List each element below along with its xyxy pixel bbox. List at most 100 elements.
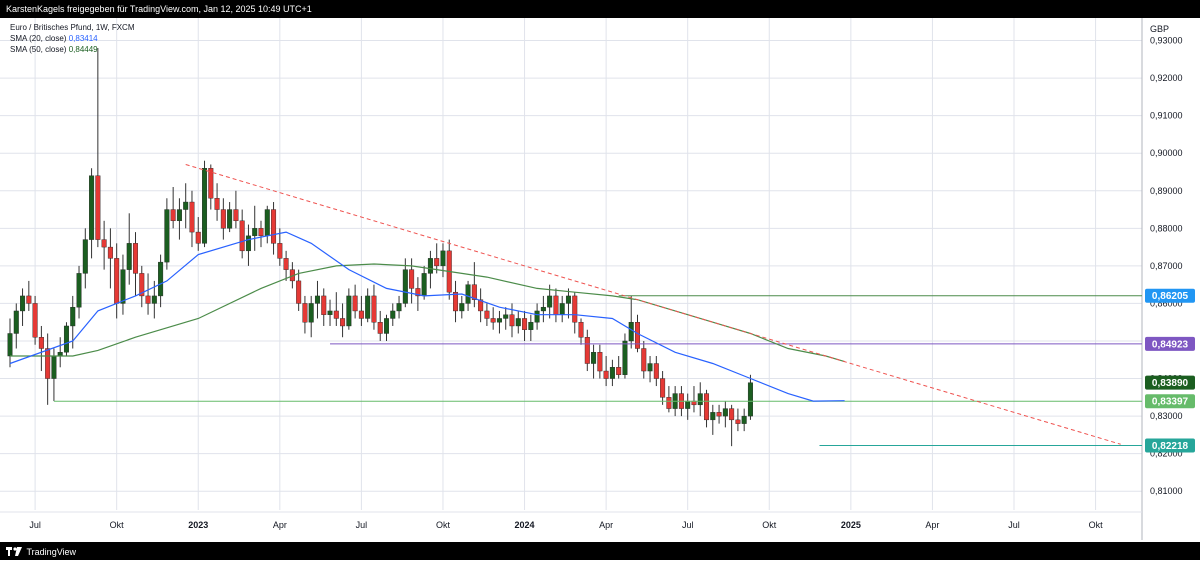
time-axis[interactable]: Jul Okt 2023 Apr Jul Okt 2024 Apr Jul Okt 2025 Apr J… [29,520,1103,530]
candle-down [114,258,120,304]
last-price-label: 0,83890 [1145,375,1195,390]
candle-down [716,412,722,417]
candle-down [735,419,741,424]
candle-up [503,314,509,319]
candle-down [704,393,710,421]
candle-up [609,367,615,379]
candle-down [358,310,364,319]
candle-up [63,325,69,353]
candle-down [415,288,421,297]
candle-down [45,348,51,379]
price-label-box [1145,394,1195,409]
candlestick-series [7,48,753,447]
candle-down [107,246,113,259]
y-tick-label: 0,93000 [1150,36,1183,46]
candle-up [176,209,182,222]
candle-down [352,295,358,312]
candle-down [340,318,346,327]
x-tick-label: Apr [273,520,287,530]
sma20-label: SMA (20, close) [10,34,67,43]
candle-up [308,303,314,323]
candle-down [666,397,672,409]
candle-up [402,269,408,304]
candle-down [38,337,44,349]
y-tick-label: 0,82000 [1150,449,1183,459]
sma20-legend: SMA (20, close) 0,83414 [10,33,134,44]
candle-down [233,209,239,222]
candle-down [635,322,641,349]
candle-up [76,273,82,308]
candle-up [528,322,534,330]
x-tick-label: Okt [762,520,777,530]
price-axis[interactable]: 0,810000,820000,830000,840000,850000,860… [1150,24,1183,496]
candle-down [409,269,415,289]
descending-trendline [185,163,1121,445]
candle-down [377,322,383,334]
price-label-text: 0,82218 [1152,441,1189,452]
candle-up [202,168,208,244]
attribution-bar: KarstenKagels freigegeben für TradingVie… [0,0,1200,18]
candle-down [616,367,622,375]
candle-up [685,400,691,409]
symbol-title: Euro / Britisches Pfund, 1W, FXCM [10,23,135,32]
candle-up [722,408,728,417]
candle-down [572,295,578,323]
candle-up [51,355,57,379]
sma50-legend: SMA (50, close) 0,84449 [10,44,134,55]
candle-up [245,235,251,252]
level-price-label: 0,86205 [1145,288,1195,303]
candle-down [478,299,484,312]
candle-down [660,378,666,398]
x-tick-label: Okt [1089,520,1104,530]
candle-down [653,363,659,379]
candle-up [622,340,628,375]
candle-up [7,333,13,357]
candle-up [151,295,157,304]
price-labels: 0,83397 0,84923 0,86205 0,82218 0,83890 [1145,288,1195,453]
candle-up [559,303,565,315]
sma20-value: 0,83414 [68,34,98,43]
chart-grid [0,18,1143,540]
y-tick-label: 0,92000 [1150,73,1183,83]
candle-down [95,175,101,240]
candle-down [584,337,590,364]
candle-up [314,295,320,304]
x-tick-label: 2024 [515,520,535,530]
y-tick-label: 0,89000 [1150,186,1183,196]
y-tick-label: 0,81000 [1150,486,1183,496]
y-tick-label: 0,87000 [1150,261,1183,271]
y-tick-label: 0,91000 [1150,111,1183,121]
candle-down [302,303,308,323]
candle-up [346,295,352,327]
price-label-text: 0,84923 [1152,339,1189,350]
x-tick-label: Apr [925,520,939,530]
candle-up [20,295,26,312]
candle-down [258,228,264,237]
price-label-text: 0,83890 [1152,378,1189,389]
candle-down [101,239,107,248]
candle-up [82,239,88,274]
candle-up [390,310,396,319]
candle-up [126,243,132,270]
candle-down [296,280,302,304]
footer-bar: TradingView [0,542,1200,560]
x-tick-label: 2025 [841,520,861,530]
price-label-box [1145,336,1195,351]
x-tick-label: Okt [436,520,451,530]
candle-up [515,318,521,327]
candle-up [365,295,371,319]
candle-up [427,258,433,274]
candle-down [26,295,32,304]
candle-down [603,370,609,379]
y-tick-label: 0,88000 [1150,223,1183,233]
candle-up [534,310,540,323]
x-tick-label: Jul [682,520,694,530]
y-tick-label: 0,86000 [1150,298,1183,308]
sma50-label: SMA (50, close) [10,45,67,54]
candle-down [170,209,176,222]
candle-down [333,310,339,319]
chart-legend: Euro / Britisches Pfund, 1W, FXCM SMA (2… [10,22,134,55]
candle-down [189,201,195,233]
currency-label: GBP [1150,24,1169,34]
